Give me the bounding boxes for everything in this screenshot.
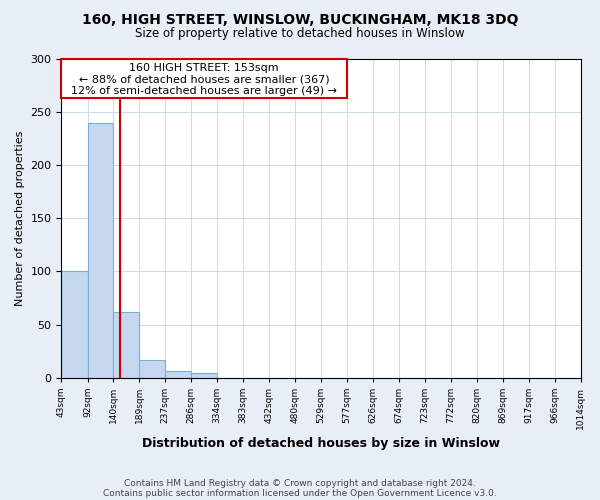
Bar bbox=[88, 122, 113, 378]
Y-axis label: Number of detached properties: Number of detached properties bbox=[15, 130, 25, 306]
Text: Contains public sector information licensed under the Open Government Licence v3: Contains public sector information licen… bbox=[103, 488, 497, 498]
Text: 160, HIGH STREET, WINSLOW, BUCKINGHAM, MK18 3DQ: 160, HIGH STREET, WINSLOW, BUCKINGHAM, M… bbox=[82, 12, 518, 26]
Text: ← 88% of detached houses are smaller (367): ← 88% of detached houses are smaller (36… bbox=[79, 74, 329, 85]
Bar bbox=[61, 272, 88, 378]
X-axis label: Distribution of detached houses by size in Winslow: Distribution of detached houses by size … bbox=[142, 437, 500, 450]
Bar bbox=[191, 374, 217, 378]
Bar bbox=[139, 360, 165, 378]
Bar bbox=[113, 312, 139, 378]
FancyBboxPatch shape bbox=[61, 59, 347, 98]
Text: Contains HM Land Registry data © Crown copyright and database right 2024.: Contains HM Land Registry data © Crown c… bbox=[124, 478, 476, 488]
Bar bbox=[165, 372, 191, 378]
Text: 12% of semi-detached houses are larger (49) →: 12% of semi-detached houses are larger (… bbox=[71, 86, 337, 96]
Text: 160 HIGH STREET: 153sqm: 160 HIGH STREET: 153sqm bbox=[130, 63, 279, 73]
Text: Size of property relative to detached houses in Winslow: Size of property relative to detached ho… bbox=[135, 28, 465, 40]
